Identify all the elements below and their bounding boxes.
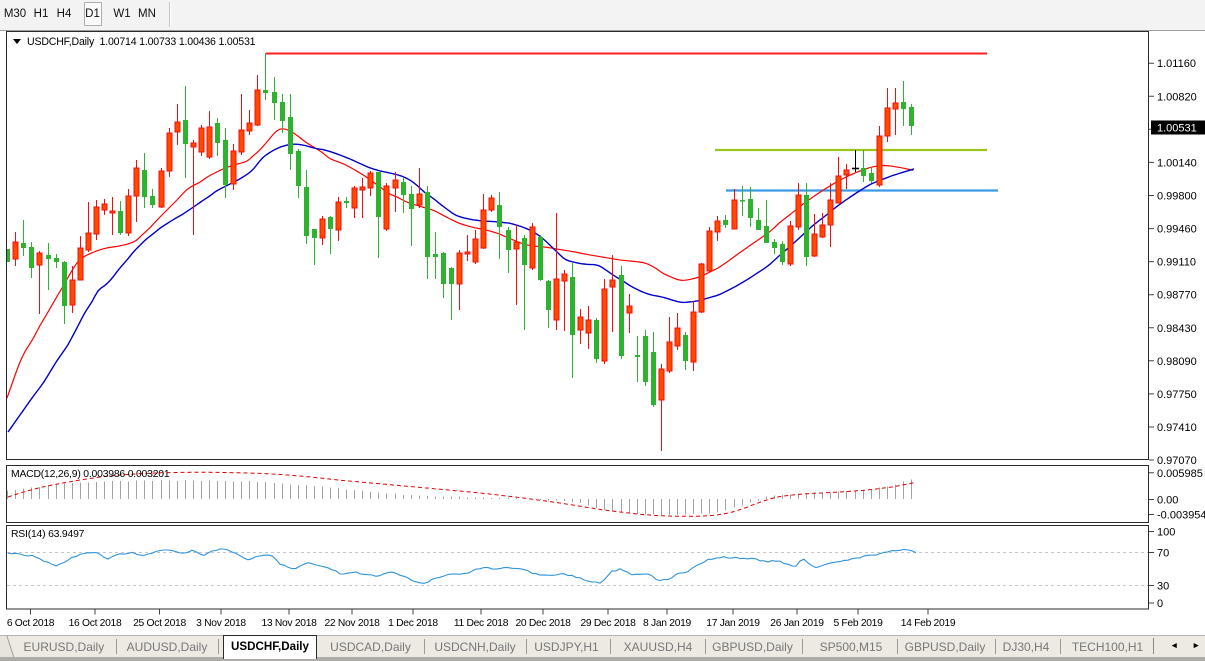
svg-text:25 Oct 2018: 25 Oct 2018 xyxy=(133,618,186,629)
svg-text:26 Jan 2019: 26 Jan 2019 xyxy=(770,618,824,629)
svg-text:0.99110: 0.99110 xyxy=(1157,257,1196,269)
svg-text:1.00531: 1.00531 xyxy=(1157,123,1197,135)
svg-text:RSI(14) 63.9497: RSI(14) 63.9497 xyxy=(11,529,85,540)
svg-text:-0.003954: -0.003954 xyxy=(1157,510,1205,522)
svg-text:MACD(12,26,9) 0.003986 0.00320: MACD(12,26,9) 0.003986 0.003201 xyxy=(11,469,170,480)
svg-text:1 Dec 2018: 1 Dec 2018 xyxy=(388,618,438,629)
svg-text:17 Jan 2019: 17 Jan 2019 xyxy=(706,618,760,629)
svg-text:5 Feb 2019: 5 Feb 2019 xyxy=(833,618,883,629)
svg-text:11 Dec 2018: 11 Dec 2018 xyxy=(454,618,509,629)
svg-text:8 Jan 2019: 8 Jan 2019 xyxy=(643,618,692,629)
svg-text:0.98090: 0.98090 xyxy=(1157,356,1197,368)
svg-text:1.00820: 1.00820 xyxy=(1157,91,1197,103)
svg-text:0.98770: 0.98770 xyxy=(1157,290,1197,302)
svg-text:0.97070: 0.97070 xyxy=(1157,455,1197,467)
svg-text:20 Dec 2018: 20 Dec 2018 xyxy=(515,618,571,629)
svg-text:0.00: 0.00 xyxy=(1157,495,1178,507)
svg-text:0.98430: 0.98430 xyxy=(1157,323,1197,335)
svg-text:30: 30 xyxy=(1157,581,1169,593)
svg-text:USDCHF,Daily 1.00714 1.00733: USDCHF,Daily 1.00714 1.00733 1.00436 1.0… xyxy=(27,36,256,48)
svg-text:70: 70 xyxy=(1157,548,1169,560)
svg-text:13 Nov 2018: 13 Nov 2018 xyxy=(261,618,317,629)
svg-text:1.01160: 1.01160 xyxy=(1157,58,1196,70)
svg-text:16 Oct 2018: 16 Oct 2018 xyxy=(69,618,122,629)
svg-text:100: 100 xyxy=(1157,527,1175,539)
svg-text:22 Nov 2018: 22 Nov 2018 xyxy=(324,618,380,629)
svg-text:29 Dec 2018: 29 Dec 2018 xyxy=(580,618,636,629)
svg-text:0.97410: 0.97410 xyxy=(1157,422,1197,434)
svg-text:0.97750: 0.97750 xyxy=(1157,389,1197,401)
svg-text:0.99460: 0.99460 xyxy=(1157,224,1197,236)
svg-text:1.00140: 1.00140 xyxy=(1157,157,1197,169)
svg-text:0.99800: 0.99800 xyxy=(1157,191,1197,203)
svg-text:0.005985: 0.005985 xyxy=(1157,468,1203,480)
svg-text:3 Nov 2018: 3 Nov 2018 xyxy=(196,618,246,629)
svg-text:14 Feb 2019: 14 Feb 2019 xyxy=(901,618,956,629)
svg-text:6 Oct 2018: 6 Oct 2018 xyxy=(7,618,55,629)
svg-text:0: 0 xyxy=(1157,598,1163,610)
